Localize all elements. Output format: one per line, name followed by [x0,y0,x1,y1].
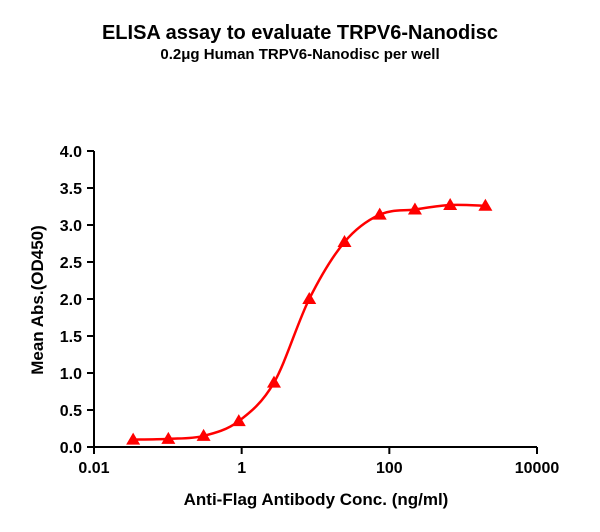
y-tick-label: 1.5 [60,329,82,346]
y-tick-label: 3.5 [60,181,82,198]
y-tick-label: 3.0 [60,218,82,235]
x-tick-label: 1 [237,460,246,477]
y-tick-label: 0.0 [60,440,82,457]
data-point-triangle [337,235,352,248]
chart-title: ELISA assay to evaluate TRPV6-Nanodisc [101,22,499,44]
y-tick-label: 4.0 [60,144,82,161]
data-point-triangle [302,292,317,304]
x-tick-label: 100 [376,460,403,477]
fit-curve [133,203,486,441]
data-point-triangle [161,431,176,444]
data-point-triangle [443,198,458,211]
y-axis-label: Mean Abs.(OD450) [28,225,47,375]
data-point-triangle [196,428,211,441]
data-point-triangle [231,414,246,427]
data-point-triangle [407,202,422,215]
data-point-triangle [126,432,141,445]
y-tick-label: 2.0 [60,292,82,309]
data-point-triangle [372,207,387,220]
x-tick-label: 0.01 [78,460,109,477]
chart-subtitle: 0.2μg Human TRPV6-Nanodisc per well [160,46,440,63]
y-tick-label: 2.5 [60,255,82,272]
data-point-triangle [478,198,493,211]
data-point-triangle [266,375,281,388]
y-tick-label: 1.0 [60,366,82,383]
y-tick-label: 0.5 [60,403,82,420]
x-tick-label: 10000 [515,460,560,477]
x-axis-label: Anti-Flag Antibody Conc. (ng/ml) [184,490,449,509]
